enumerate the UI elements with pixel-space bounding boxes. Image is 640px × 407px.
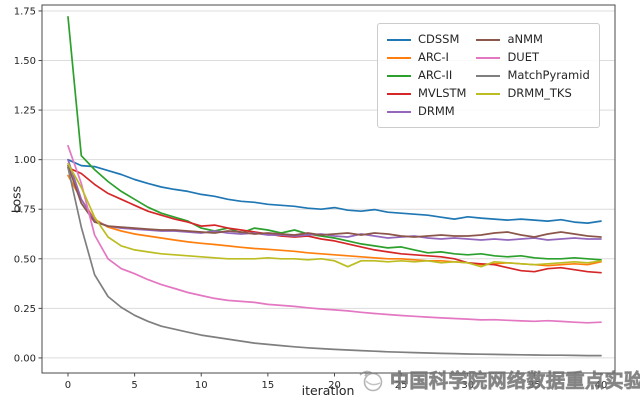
- series-line-DUET: [67, 144, 602, 324]
- y-tick-label: 1.75: [14, 6, 36, 17]
- legend-swatch-MatchPyramid: [476, 75, 501, 77]
- legend-swatch-DRMM_TKS: [476, 93, 501, 95]
- legend-column: aNMM DUET MatchPyramid DRMM_TKS: [476, 31, 590, 121]
- legend-swatch-MVLSTM: [387, 93, 411, 95]
- legend-item-DRMM_TKS: DRMM_TKS: [476, 85, 589, 103]
- legend-swatch-ARC-II: [387, 75, 411, 77]
- legend: CDSSM ARC-I ARC-II MVLSTM DRMM aNMM DUET MatchP…: [377, 23, 600, 128]
- y-tick-label: 1.00: [14, 155, 36, 166]
- legend-item-MVLSTM: MVLSTM: [387, 85, 466, 103]
- legend-swatch-DRMM: [387, 111, 411, 113]
- series-line-CDSSM: [67, 158, 602, 224]
- legend-item-CDSSM: CDSSM: [387, 31, 466, 49]
- y-tick-label: 0.75: [14, 205, 36, 216]
- legend-label: DRMM_TKS: [507, 86, 572, 101]
- series-line-DRMM_TKS: [67, 162, 602, 268]
- y-tick-label: 0.25: [14, 304, 36, 315]
- legend-swatch-DUET: [476, 57, 501, 59]
- series-line-MVLSTM: [67, 166, 602, 274]
- legend-item-ARC-I: ARC-I: [387, 49, 466, 67]
- legend-swatch-ARC-I: [387, 57, 411, 59]
- x-tick-label: 0: [65, 380, 71, 391]
- series-line-DRMM: [67, 158, 602, 241]
- legend-label: MatchPyramid: [507, 68, 590, 83]
- x-tick-label: 20: [328, 380, 341, 391]
- legend-label: DRMM: [418, 104, 455, 119]
- series-line-aNMM: [67, 164, 602, 238]
- y-tick-label: 0.50: [14, 254, 36, 265]
- legend-column: CDSSM ARC-I ARC-II MVLSTM DRMM: [387, 31, 466, 121]
- legend-label: ARC-I: [418, 50, 449, 65]
- legend-swatch-aNMM: [476, 39, 501, 41]
- x-tick-label: 40: [595, 380, 608, 391]
- legend-label: CDSSM: [418, 32, 460, 47]
- legend-item-MatchPyramid: MatchPyramid: [476, 67, 590, 85]
- legend-item-ARC-II: ARC-II: [387, 67, 466, 85]
- x-tick-label: 10: [195, 380, 208, 391]
- y-tick-label: 0.00: [14, 353, 36, 364]
- legend-item-DRMM: DRMM: [387, 103, 466, 121]
- legend-label: MVLSTM: [418, 86, 467, 101]
- y-axis-label: Loss: [8, 185, 24, 214]
- legend-label: DUET: [507, 50, 540, 65]
- axes-frame: [41, 4, 616, 374]
- x-tick-label: 15: [262, 380, 275, 391]
- legend-label: ARC-II: [418, 68, 453, 83]
- x-tick-label: 35: [528, 380, 541, 391]
- legend-item-DUET: DUET: [476, 49, 589, 67]
- x-tick-label: 30: [461, 380, 474, 391]
- x-tick-label: 25: [395, 380, 408, 391]
- x-axis-label: iteration: [301, 383, 355, 398]
- legend-label: aNMM: [507, 32, 543, 47]
- legend-swatch-CDSSM: [387, 39, 411, 41]
- series-line-MatchPyramid: [67, 166, 602, 357]
- legend-item-aNMM: aNMM: [476, 31, 589, 49]
- y-tick-label: 1.25: [14, 106, 36, 117]
- series-line-ARC-II: [67, 16, 602, 261]
- y-tick-label: 1.50: [14, 56, 36, 67]
- x-tick-label: 5: [131, 380, 137, 391]
